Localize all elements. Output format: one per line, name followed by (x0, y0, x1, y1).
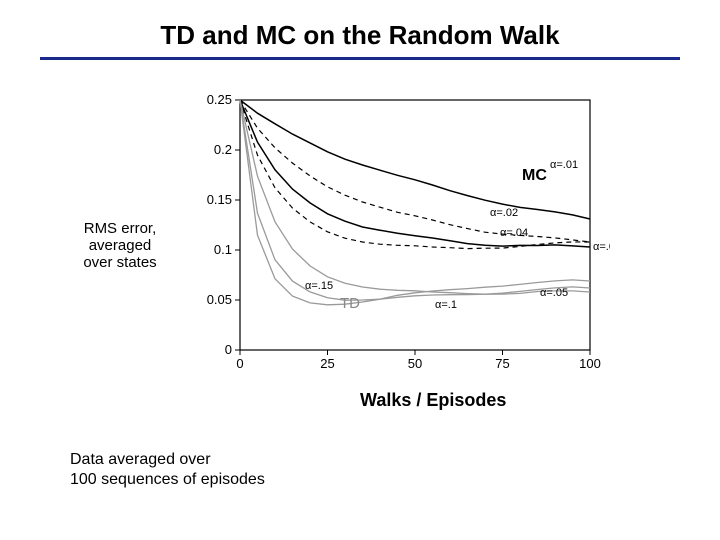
annotation: α=.02 (490, 207, 518, 219)
svg-text:75: 75 (495, 356, 509, 370)
annotation: α=.01 (550, 159, 578, 171)
annotation: α=.1 (435, 299, 457, 311)
caption-line1: Data averaged over (70, 451, 211, 468)
annotation: α=.04 (500, 227, 528, 239)
svg-text:25: 25 (320, 356, 334, 370)
annotation: α=.15 (305, 280, 333, 292)
svg-text:0.15: 0.15 (207, 192, 232, 207)
annotation: TD (340, 295, 360, 312)
ylabel-line1: RMS error, (84, 220, 157, 237)
ylabel-line2: averaged (89, 237, 152, 254)
svg-text:0.2: 0.2 (214, 142, 232, 157)
caption: Data averaged over 100 sequences of epis… (70, 450, 265, 490)
svg-text:50: 50 (408, 356, 422, 370)
svg-text:0.25: 0.25 (207, 92, 232, 107)
series-td_a10 (240, 100, 590, 300)
caption-line2: 100 sequences of episodes (70, 471, 265, 488)
annotation: α=.03 (593, 241, 610, 253)
line-chart: 0 0.05 0.1 0.15 0.2 0.25 0 25 50 75 100 MC TD α=.01 α=… (190, 90, 610, 370)
x-axis-label: Walks / Episodes (360, 390, 506, 411)
annotation: MC (522, 167, 547, 184)
chart-area: RMS error, averaged over states 0 0.05 0.1… (0, 70, 720, 430)
annotation: α=.05 (540, 287, 568, 299)
svg-text:0.05: 0.05 (207, 292, 232, 307)
y-axis-label: RMS error, averaged over states (60, 220, 180, 271)
ylabel-line3: over states (83, 254, 156, 271)
svg-text:0: 0 (225, 342, 232, 357)
title-rule (40, 57, 680, 60)
svg-text:0: 0 (236, 356, 243, 370)
series-mc_a01 (240, 100, 590, 219)
slide-title: TD and MC on the Random Walk (0, 20, 720, 51)
series-td_a15 (240, 100, 590, 305)
svg-text:0.1: 0.1 (214, 242, 232, 257)
svg-text:100: 100 (579, 356, 601, 370)
series-td_a05 (240, 100, 590, 294)
